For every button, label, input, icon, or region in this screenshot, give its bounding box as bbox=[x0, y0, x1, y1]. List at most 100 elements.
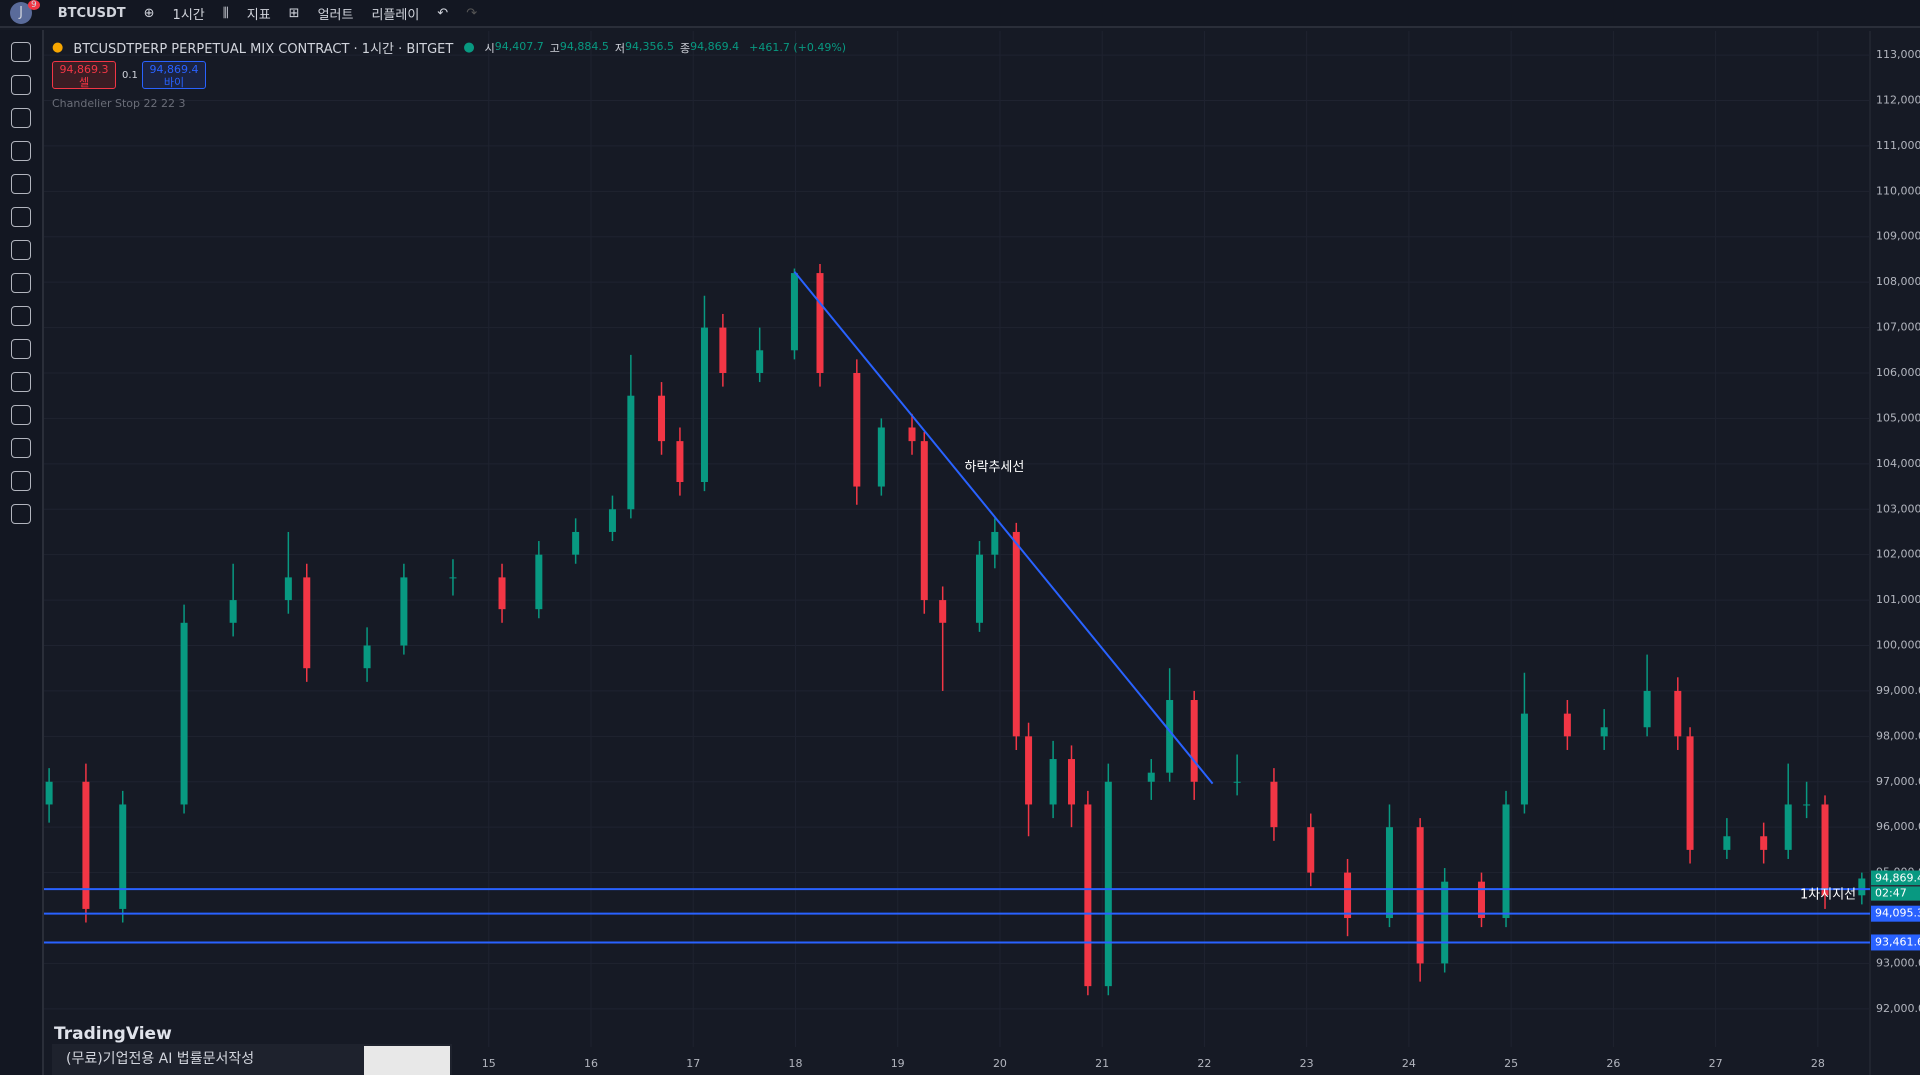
x-tick-label: 25 bbox=[1504, 1057, 1518, 1070]
candle-body bbox=[1385, 827, 1393, 919]
redo[interactable]: ↷ bbox=[466, 5, 478, 21]
y-tick-label: 108,000.0 bbox=[1876, 275, 1920, 288]
y-tick-label: 112,000.0 bbox=[1876, 93, 1920, 106]
buy-price: 94,869.4 bbox=[149, 63, 199, 76]
y-tick-label: 100,000.0 bbox=[1876, 639, 1920, 652]
candle-body bbox=[1760, 836, 1768, 850]
y-tick-label: 101,000.0 bbox=[1876, 593, 1920, 606]
ohlc-key: 종 bbox=[680, 41, 691, 55]
price-tag-label: 94,095.3 bbox=[1875, 907, 1920, 920]
buy-button[interactable]: 94,869.4 바이 bbox=[142, 61, 206, 89]
tool[interactable] bbox=[11, 108, 31, 128]
price-tag bbox=[1871, 905, 1920, 922]
candle-body bbox=[853, 372, 861, 487]
price-tag bbox=[1871, 934, 1920, 951]
tool[interactable] bbox=[11, 471, 31, 491]
candle-body bbox=[877, 427, 885, 487]
candle-body bbox=[363, 645, 371, 669]
tool[interactable] bbox=[11, 141, 31, 161]
y-tick-label: 106,000.0 bbox=[1876, 366, 1920, 379]
candle-body bbox=[816, 273, 824, 373]
y-tick-label: 98,000.0 bbox=[1876, 729, 1920, 742]
tool[interactable] bbox=[11, 306, 31, 326]
candle-body bbox=[1068, 759, 1076, 805]
tool[interactable] bbox=[11, 42, 31, 62]
candle-body bbox=[939, 600, 947, 623]
ad-text: (무료)기업전용 AI 법률문서작성 bbox=[66, 1051, 255, 1067]
ohlc-value: 94,869.4 bbox=[690, 39, 740, 53]
branding: TradingView bbox=[54, 1024, 172, 1044]
tool[interactable] bbox=[11, 174, 31, 194]
quantity[interactable]: 0.1 bbox=[122, 70, 138, 81]
tool[interactable] bbox=[11, 240, 31, 260]
y-tick-label: 105,000.0 bbox=[1876, 411, 1920, 424]
sell-price: 94,869.3 bbox=[59, 63, 109, 76]
x-tick-label: 22 bbox=[1197, 1057, 1211, 1070]
x-tick-label: 21 bbox=[1095, 1057, 1109, 1070]
x-tick-label: 20 bbox=[993, 1057, 1007, 1070]
alert[interactable]: 얼러트 bbox=[317, 7, 354, 23]
tool[interactable] bbox=[11, 339, 31, 359]
candle-body bbox=[119, 804, 127, 909]
candle-body bbox=[658, 395, 666, 442]
y-tick-label: 103,000.0 bbox=[1876, 502, 1920, 515]
x-tick-label: 28 bbox=[1811, 1057, 1825, 1070]
candle-body bbox=[1270, 781, 1278, 828]
tool[interactable] bbox=[11, 273, 31, 293]
ohlc-key: 저 bbox=[614, 41, 626, 55]
indicators[interactable]: 지표 bbox=[246, 7, 271, 23]
x-tick-label: 26 bbox=[1606, 1057, 1620, 1070]
tool[interactable] bbox=[11, 75, 31, 95]
candle-body bbox=[1084, 804, 1092, 987]
ad-banner[interactable]: (무료)기업전용 AI 법률문서작성 bbox=[52, 1044, 452, 1075]
trendline bbox=[793, 271, 1214, 785]
candle-body bbox=[1104, 781, 1112, 987]
tool[interactable] bbox=[11, 207, 31, 227]
symbol[interactable]: BTCUSDT bbox=[57, 5, 126, 21]
replay[interactable]: 리플레이 bbox=[371, 7, 420, 23]
buy-label: 바이 bbox=[163, 76, 185, 89]
candle-body bbox=[975, 554, 983, 623]
candle-body bbox=[719, 327, 727, 373]
line-note: 1차지지선 bbox=[1800, 888, 1856, 903]
candle-body bbox=[1686, 736, 1694, 850]
candle-body bbox=[1477, 881, 1485, 919]
tool[interactable] bbox=[11, 405, 31, 425]
ad-image bbox=[364, 1046, 450, 1075]
x-tick-label: 16 bbox=[584, 1057, 598, 1070]
symbol-title: BTCUSDTPERP PERPETUAL MIX CONTRACT · 1시간… bbox=[73, 42, 454, 57]
y-tick-label: 96,000.0 bbox=[1876, 820, 1920, 833]
layouts[interactable]: ⊞ bbox=[288, 5, 300, 21]
sell-label: 셀 bbox=[78, 76, 90, 89]
candle-body bbox=[1858, 878, 1866, 896]
candle-body bbox=[535, 554, 543, 610]
candle-body bbox=[676, 441, 684, 483]
badge: 9 bbox=[28, 0, 40, 10]
y-tick-label: 111,000.0 bbox=[1876, 139, 1920, 152]
undo[interactable]: ↶ bbox=[437, 5, 449, 21]
tool[interactable] bbox=[11, 504, 31, 524]
candle-body bbox=[1784, 804, 1792, 850]
tool[interactable] bbox=[11, 438, 31, 458]
countdown-box bbox=[1871, 886, 1920, 901]
candle-body bbox=[920, 441, 928, 601]
top-toolbar: J 9 BTCUSDT ⊕ 1시간 ⫼ 지표 ⊞ 얼러트 리플레이 ↶ ↷ bbox=[0, 0, 1920, 28]
change: +461.7 (+0.49%) bbox=[749, 41, 847, 54]
candle-body bbox=[229, 600, 237, 623]
chart-style[interactable]: ⫼ bbox=[222, 5, 229, 21]
price-tag-label: 93,461.6 bbox=[1875, 935, 1920, 948]
candle-body bbox=[1344, 872, 1352, 919]
candle-body bbox=[498, 577, 506, 610]
avatar[interactable]: J bbox=[10, 2, 32, 24]
sell-button[interactable]: 94,869.3 셀 bbox=[52, 61, 116, 89]
candle-body bbox=[449, 577, 457, 579]
tool[interactable] bbox=[11, 372, 31, 392]
ohlc: 시 94,407.7 고 94,884.5 저 94,356.5 종 94,869.4 bbox=[485, 40, 739, 56]
candle-body bbox=[1674, 690, 1682, 737]
candle-body bbox=[1190, 700, 1198, 782]
x-tick-label: 23 bbox=[1300, 1057, 1314, 1070]
add-symbol[interactable]: ⊕ bbox=[143, 5, 155, 21]
x-tick-label: 15 bbox=[482, 1057, 496, 1070]
y-tick-label: 93,000.0 bbox=[1876, 956, 1920, 969]
interval[interactable]: 1시간 bbox=[172, 7, 205, 23]
